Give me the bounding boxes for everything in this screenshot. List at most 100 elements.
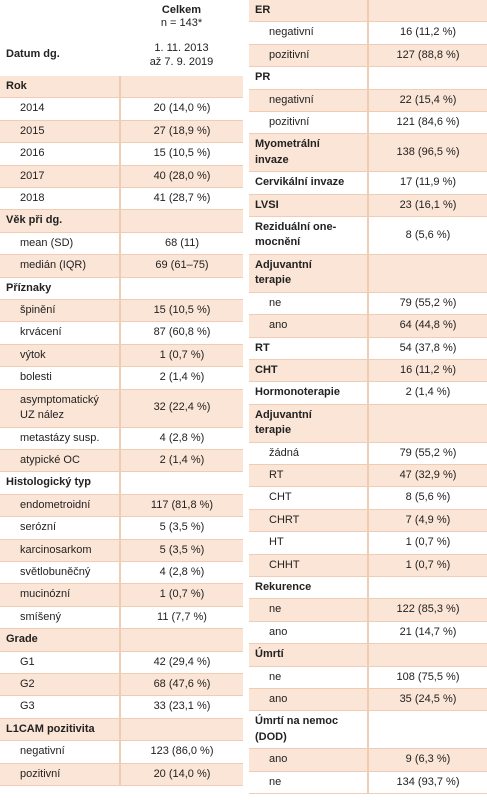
- section-value: [119, 76, 243, 99]
- data-row: pozitivní 127 (88,8 %): [249, 44, 487, 68]
- row-label: světlobuněčný: [0, 561, 120, 585]
- section-heading: PR: [249, 66, 368, 90]
- row-label: karcinosarkom: [0, 539, 120, 562]
- data-row: karcinosarkom 5 (3,5 %): [0, 539, 243, 562]
- row-value: 134 (93,7 %): [367, 771, 487, 795]
- data-row: endometroidní 117 (81,8 %): [0, 494, 243, 518]
- title: Celkem: [161, 4, 202, 16]
- row-label: ano: [249, 748, 368, 772]
- row-label: atypické OC: [0, 449, 120, 473]
- section-heading: Cervikální invaze: [249, 171, 368, 195]
- row-value: 40 (28,0 %): [119, 165, 243, 189]
- section-heading: Adjuvantní terapie: [249, 404, 368, 443]
- section-heading: Hormonoterapie: [249, 381, 368, 405]
- data-row: ne 134 (93,7 %): [249, 771, 487, 795]
- data-row: ano 21 (14,7 %): [249, 621, 487, 645]
- date-row: Datum dg. 1. 11. 2013 až 7. 9. 2019: [0, 34, 243, 76]
- data-row: mean (SD) 68 (11): [0, 232, 243, 256]
- data-row: CHT 8 (5,6 %): [249, 486, 487, 510]
- row-value: 15 (10,5 %): [119, 142, 243, 166]
- data-row: G3 33 (23,1 %): [0, 695, 243, 719]
- section-heading: Rok: [0, 76, 120, 99]
- row-label: mean (SD): [0, 232, 120, 256]
- section-row: ER: [249, 0, 487, 23]
- section-heading: Adjuvantní terapie: [249, 254, 368, 293]
- data-row: 2014 20 (14,0 %): [0, 97, 243, 121]
- section-heading: Věk při dg.: [0, 209, 120, 233]
- section-value: [367, 0, 487, 23]
- section-heading: Myometrální invaze: [249, 133, 368, 173]
- data-row: serózní 5 (3,5 %): [0, 516, 243, 540]
- section-row: Úmrtí na nemoc (DOD): [249, 710, 487, 750]
- row-label: serózní: [0, 516, 120, 540]
- section-row: CHT 16 (11,2 %): [249, 359, 487, 383]
- row-value: 122 (85,3 %): [367, 598, 487, 622]
- section-heading: Rekurence: [249, 576, 368, 600]
- row-label: 2015: [0, 120, 120, 144]
- data-row: G2 68 (47,6 %): [0, 673, 243, 697]
- row-label: RT: [249, 464, 368, 488]
- section-value: 17 (11,9 %): [367, 171, 487, 195]
- data-row: atypické OC 2 (1,4 %): [0, 449, 243, 473]
- row-value: 4 (2,8 %): [119, 561, 243, 585]
- subtitle: n = 143*: [160, 17, 203, 29]
- data-row: negativní 22 (15,4 %): [249, 89, 487, 113]
- row-value: 8 (5,6 %): [367, 486, 487, 510]
- row-value: 1 (0,7 %): [367, 554, 487, 577]
- row-value: 42 (29,4 %): [119, 651, 243, 674]
- row-label: endometroidní: [0, 494, 120, 518]
- row-label: ne: [249, 598, 368, 622]
- row-label: ne: [249, 666, 368, 690]
- section-row: Adjuvantní terapie: [249, 404, 487, 443]
- left-table: Celkem n = 143* Datum dg. 1. 11. 2013 až 7…: [0, 0, 243, 787]
- row-value: 7 (4,9 %): [367, 509, 487, 533]
- section-value: [367, 404, 487, 443]
- row-value: 127 (88,8 %): [367, 44, 487, 68]
- row-value: 79 (55,2 %): [367, 292, 487, 316]
- section-value: [367, 643, 487, 667]
- row-value: 79 (55,2 %): [367, 442, 487, 465]
- data-row: ne 108 (75,5 %): [249, 666, 487, 690]
- section-value: [367, 710, 487, 750]
- section-value: [119, 277, 243, 301]
- section-row: Cervikální invaze 17 (11,9 %): [249, 171, 487, 195]
- section-value: [119, 209, 243, 233]
- data-row: asymptomatický UZ nález 32 (22,4 %): [0, 389, 243, 428]
- data-row: ano 35 (24,5 %): [249, 688, 487, 712]
- section-heading: CHT: [249, 359, 368, 383]
- section-row: RT 54 (37,8 %): [249, 337, 487, 360]
- row-value: 2 (1,4 %): [119, 366, 243, 390]
- row-value: 5 (3,5 %): [119, 516, 243, 540]
- row-value: 64 (44,8 %): [367, 314, 487, 338]
- section-value: 54 (37,8 %): [367, 337, 487, 360]
- data-row: 2016 15 (10,5 %): [0, 142, 243, 166]
- section-value: 23 (16,1 %): [367, 194, 487, 218]
- header-row: Celkem n = 143*: [0, 0, 243, 34]
- data-row: žádná 79 (55,2 %): [249, 442, 487, 465]
- row-label: CHHT: [249, 554, 368, 577]
- row-value: 68 (11): [119, 232, 243, 256]
- data-row: špinění 15 (10,5 %): [0, 299, 243, 323]
- row-label: mucinózní: [0, 583, 120, 607]
- row-label: pozitivní: [249, 111, 368, 135]
- row-value: 1 (0,7 %): [119, 583, 243, 607]
- row-value: 123 (86,0 %): [119, 740, 243, 764]
- section-heading: Reziduální one- mocnění: [249, 216, 368, 255]
- row-value: 1 (0,7 %): [119, 344, 243, 368]
- section-heading: LVSI: [249, 194, 368, 218]
- data-row: CHRT 7 (4,9 %): [249, 509, 487, 533]
- data-row: medián (IQR) 69 (61–75): [0, 254, 243, 278]
- data-row: světlobuněčný 4 (2,8 %): [0, 561, 243, 585]
- row-value: 27 (18,9 %): [119, 120, 243, 144]
- row-label: ano: [249, 688, 368, 712]
- date-label: Datum dg.: [6, 48, 60, 61]
- row-label: medián (IQR): [0, 254, 120, 278]
- row-value: 32 (22,4 %): [119, 389, 243, 428]
- row-value: 41 (28,7 %): [119, 187, 243, 211]
- row-label: pozitivní: [249, 44, 368, 68]
- row-label: špinění: [0, 299, 120, 323]
- section-row: Úmrtí: [249, 643, 487, 667]
- row-label: HT: [249, 531, 368, 555]
- row-label: 2018: [0, 187, 120, 211]
